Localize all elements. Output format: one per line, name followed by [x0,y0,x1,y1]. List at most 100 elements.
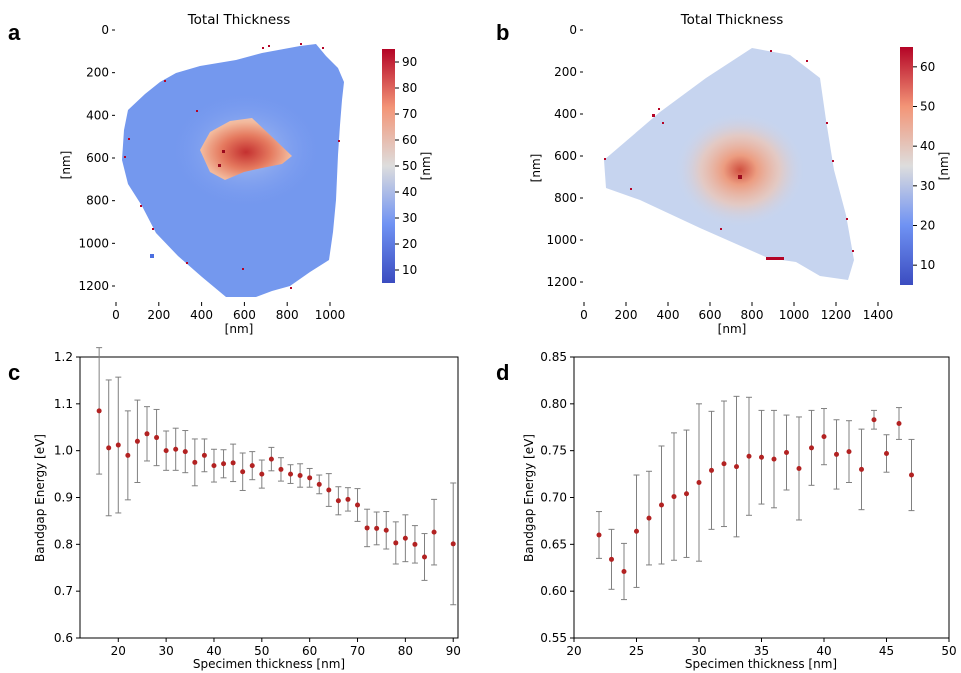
colorbar-tick-label: 30 [920,179,935,193]
data-point [345,496,351,502]
colorbar-tick-label: 70 [402,107,417,121]
y-tick-label: 200 [554,65,577,79]
colorbar-tick-label: 30 [402,211,417,225]
data-point [621,568,627,574]
y-tick-label: 1000 [546,233,577,247]
panel-letter-c: c [8,360,20,385]
data-point [278,466,284,472]
x-tick-label: 400 [190,308,213,322]
x-tick-label: 0 [580,308,588,322]
panel-d-ylabel: Bandgap Energy [eV] [522,434,536,562]
colorbar-tick-label: 50 [920,100,935,114]
data-point [106,445,112,451]
data-point [796,465,802,471]
flake-b-hotspot [674,112,806,228]
x-tick-label: 40 [206,644,221,658]
y-tick-label: 0.75 [540,444,567,458]
data-point [431,529,437,535]
y-tick-label: 0.65 [540,537,567,551]
data-point [134,438,140,444]
y-tick-label: 800 [86,194,109,208]
data-point [211,463,217,469]
panel-letter-a: a [8,20,21,45]
data-point [173,446,179,452]
x-tick-label: 800 [741,308,764,322]
data-point [221,461,227,467]
colorbar-tick-label: 40 [402,185,417,199]
data-point [96,408,102,414]
scatter-panel-c: 20 30 40 50 60 70 80 90 0.6 0.7 0.8 0.9 1.0 1.1 1.2 Sp… [33,347,461,671]
panel-a-ylabel: [nm] [59,151,73,180]
panel-a-colorbar [382,49,395,283]
panel-a-colorbar-label: [nm] [419,152,433,181]
y-tick-label: 0.6 [54,631,73,645]
panel-c-ylabel: Bandgap Energy [eV] [33,434,47,562]
data-point [809,445,814,451]
x-tick-label: 80 [398,644,413,658]
colorbar-tick-label: 60 [920,60,935,74]
y-tick-label: 200 [86,66,109,80]
x-tick-label: 1000 [779,308,810,322]
panel-a-axes: 0 200 400 600 800 1000 0 200 400 600 800 1000 1200 [78,23,345,322]
data-point [201,452,207,458]
y-tick-label: 0.85 [540,350,567,364]
data-point [326,487,332,493]
panel-b-title: Total Thickness [680,12,784,28]
data-point [821,434,827,440]
y-tick-label: 1.1 [54,397,73,411]
data-point [834,451,839,457]
scatter-panel-d: 20 25 30 35 40 45 50 0.55 0.60 0.65 0.70 0.75 0.80 0.… [522,350,957,671]
x-tick-label: 200 [615,308,638,322]
panel-a-colorbar-ticks: 10 20 30 40 50 60 70 80 90 [395,55,417,277]
data-point [671,494,677,500]
data-point [364,525,370,531]
data-point [646,515,652,521]
data-point [659,502,664,508]
colorbar-tick-label: 60 [402,133,417,147]
x-tick-label: 25 [629,644,644,658]
data-point [240,469,246,475]
data-point [182,449,188,455]
flake-b-edge-strip [766,257,784,260]
panel-d-xlabel: Specimen thickness [nm] [685,657,837,671]
data-point [634,528,639,534]
data-point [871,417,877,423]
data-point [316,481,322,487]
panel-b-colorbar-ticks: 10 20 30 40 50 60 [913,60,935,272]
x-tick-label: 20 [111,644,126,658]
x-tick-label: 30 [691,644,706,658]
data-point [115,442,121,448]
data-point [402,535,408,541]
panel-d-plot: 20 25 30 35 40 45 50 0.55 0.60 0.65 0.70 0.75 0.80 0.… [540,350,956,658]
flake-a-edge-pixels [124,43,340,289]
x-tick-label: 90 [446,644,461,658]
data-point [383,527,389,533]
y-tick-label: 0.70 [540,491,567,505]
data-point [163,448,169,454]
data-point [355,502,361,508]
y-tick-label: 600 [86,151,109,165]
y-tick-label: 0.9 [54,491,73,505]
panel-letter-d: d [496,360,509,385]
data-point [192,459,198,465]
panel-a-title: Total Thickness [187,12,291,28]
flake-a-hot-pixel [222,150,225,153]
y-tick-label: 400 [554,107,577,121]
colorbar-tick-label: 10 [402,263,417,277]
data-point [249,463,255,469]
flake-a-thick-core [200,118,292,180]
data-point [684,491,689,497]
y-tick-label: 0 [101,23,109,37]
x-tick-label: 50 [941,644,956,658]
data-point [297,472,303,478]
colorbar-tick-label: 80 [402,81,417,95]
y-tick-label: 0.60 [540,584,567,598]
x-tick-label: 1400 [863,308,894,322]
data-point [734,464,739,470]
data-point [696,480,702,486]
colorbar-tick-label: 90 [402,55,417,69]
panel-b-colorbar [900,47,913,285]
data-point [230,460,236,466]
y-tick-label: 400 [86,108,109,122]
x-tick-label: 1000 [315,308,346,322]
